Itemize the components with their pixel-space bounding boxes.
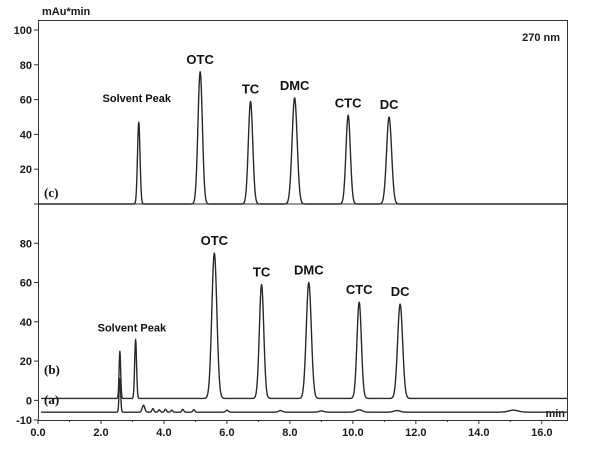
chromatogram-trace <box>40 252 568 400</box>
y-tick-label-lower: -10 <box>16 415 32 427</box>
peak-label: DMC <box>280 78 310 93</box>
peak-labels: Solvent Peak OTC TC DMC CTC DC Solvent Peak OTC… <box>98 52 410 335</box>
y-tick-label-lower: 60 <box>20 278 32 290</box>
peak-label: OTC <box>186 52 214 67</box>
peak-label: CTC <box>335 95 362 110</box>
x-axis: 0.0 2.0 4.0 6.0 8.0 10.0 12.0 14.0 16.0 <box>30 420 553 439</box>
traces <box>37 71 568 413</box>
y-axis-upper: 20 40 60 80 100 <box>14 25 38 176</box>
chromatogram-trace <box>40 378 568 413</box>
peak-label: CTC <box>346 282 373 297</box>
y-tick-label-upper: 80 <box>20 60 32 72</box>
y-tick-label-lower: 80 <box>20 238 32 250</box>
x-tick-label: 8.0 <box>282 427 297 439</box>
chromatogram-trace <box>37 71 568 205</box>
peak-label: DMC <box>294 263 324 278</box>
y-tick-label-upper: 20 <box>20 164 32 176</box>
panel-label: (a) <box>44 392 59 407</box>
y-tick-label-lower: 20 <box>20 356 32 368</box>
peak-label: DC <box>380 97 399 112</box>
y-tick-label-lower: 40 <box>20 317 32 329</box>
x-tick-label: 6.0 <box>219 427 234 439</box>
peak-label: Solvent Peak <box>98 322 167 334</box>
panel-label: (b) <box>44 362 60 377</box>
peak-label: Solvent Peak <box>103 93 172 105</box>
x-tick-label: 4.0 <box>156 427 171 439</box>
y-tick-label-lower: 0 <box>26 395 32 407</box>
peak-label: OTC <box>201 233 229 248</box>
y-axis-lower: -10 0 20 40 60 80 <box>16 203 38 427</box>
panel-labels: (c) (b) (a) <box>44 185 60 407</box>
x-unit-label: min <box>545 408 565 420</box>
peak-label: TC <box>242 81 260 96</box>
y-unit-label: mAu*min <box>42 6 91 18</box>
panel-label: (c) <box>44 185 58 200</box>
x-tick-label: 14.0 <box>468 427 489 439</box>
wavelength-label: 270 nm <box>522 32 560 44</box>
y-tick-label-upper: 40 <box>20 129 32 141</box>
x-tick-label: 0.0 <box>30 427 45 439</box>
x-tick-label: 10.0 <box>342 427 363 439</box>
peak-label: TC <box>253 265 271 280</box>
x-tick-label: 16.0 <box>531 427 552 439</box>
y-tick-label-upper: 100 <box>14 25 32 37</box>
y-tick-label-upper: 60 <box>20 95 32 107</box>
plot-frame <box>38 20 568 421</box>
x-tick-label: 12.0 <box>405 427 426 439</box>
x-tick-label: 2.0 <box>93 427 108 439</box>
peak-label: DC <box>391 284 410 299</box>
